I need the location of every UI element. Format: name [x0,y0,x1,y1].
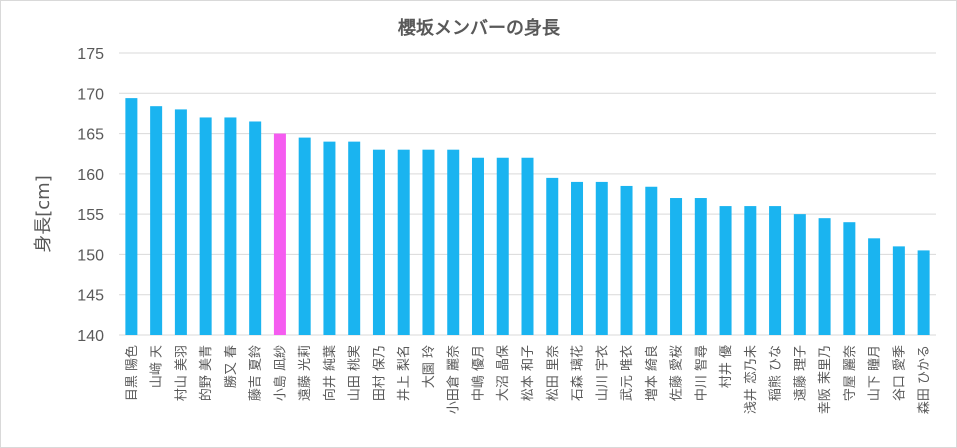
bar [818,218,831,335]
bar [372,149,385,335]
bar [422,149,435,335]
y-axis-ticks: 140 145 150 155 160 165 170 175 [77,46,104,345]
x-tick-label: 増本 綺良 [644,345,660,401]
x-tick-label: 松田 里奈 [546,345,561,401]
bar [323,141,336,335]
bar [620,185,633,335]
y-tick-label: 175 [77,46,104,63]
bar [645,186,658,335]
bar [769,206,782,335]
bar [670,198,683,335]
x-tick-label: 向井 純葉 [322,345,338,401]
bar [843,222,856,335]
y-axis-label: 身長[cm] [33,175,54,252]
x-tick-label: 的野 美青 [198,345,214,401]
x-tick-label: 藤吉 夏鈴 [249,345,264,401]
x-tick-label: 大園 玲 [422,345,437,388]
x-tick-label: 山川 宇衣 [594,345,610,401]
x-tick-label: 武元 唯衣 [619,345,635,401]
bars [125,98,930,336]
bar [546,177,559,335]
bar [348,141,361,335]
x-tick-label: 谷口 愛季 [892,345,907,401]
x-tick-label: 松本 和子 [521,345,536,401]
x-tick-label: 村山 美羽 [174,345,189,401]
y-tick-label: 140 [77,328,104,345]
bar [471,157,484,335]
x-tick-label: 浅井 恋乃未 [743,345,759,414]
bar [719,206,732,335]
x-tick-label: 大沼 晶保 [496,345,511,401]
x-tick-label: 村井 優 [719,345,734,388]
y-tick-label: 165 [77,127,104,144]
x-tick-label: 森田 ひかる [917,345,932,414]
x-tick-label: 井上 梨名 [396,345,412,401]
bar [793,214,806,335]
bar [571,181,584,335]
bar [917,250,930,335]
x-tick-label: 山田 桃実 [347,345,363,401]
x-tick-label: 遠藤 理子 [793,345,808,401]
x-tick-label: 目黒 陽色 [124,345,140,401]
bar [496,157,509,335]
x-tick-label: 小田倉 麗奈 [447,345,462,414]
chart-title: 櫻坂メンバーの身長 [397,17,561,39]
bar [744,206,757,335]
y-tick-label: 155 [77,207,104,224]
y-tick-label: 150 [77,247,104,264]
x-tick-label: 稲熊 ひな [768,345,784,401]
x-tick-label: 山﨑 天 [149,345,165,388]
y-tick-label: 170 [77,86,104,103]
bar [125,98,138,336]
x-tick-label: 遠藤 光莉 [298,345,313,401]
x-axis-ticks: 目黒 陽色 山﨑 天村山 美羽 的野 美青 勝又 春藤吉 夏鈴 小島 凪紗 遠藤 光莉 向井… [124,345,932,414]
bar [868,238,881,335]
bar [174,109,187,336]
bar [447,149,460,335]
x-tick-label: 山下 瞳月 [868,345,883,401]
x-tick-label: 中嶋 優月 [471,345,486,401]
x-tick-label: 守屋 麗奈 [843,345,858,401]
x-tick-label: 勝又 春 [224,345,239,388]
y-tick-label: 145 [77,288,104,305]
x-tick-label: 石森 璃花 [570,345,586,401]
bar [298,137,311,335]
bar [249,121,262,335]
x-tick-label: 小島 凪紗 [273,345,288,401]
bar [521,157,534,335]
bar [150,106,163,335]
bar [694,198,707,335]
bar [397,149,410,335]
y-tick-label: 160 [77,167,104,184]
bar [224,117,237,335]
bar [595,181,608,335]
x-tick-label: 田村 保乃 [372,345,387,401]
x-tick-label: 中川 智尋 [694,345,709,401]
bar [273,133,286,335]
bar [892,246,905,335]
x-tick-label: 佐藤 愛桜 [670,345,685,401]
bar [199,117,212,335]
x-tick-label: 幸阪 茉里乃 [818,345,833,414]
